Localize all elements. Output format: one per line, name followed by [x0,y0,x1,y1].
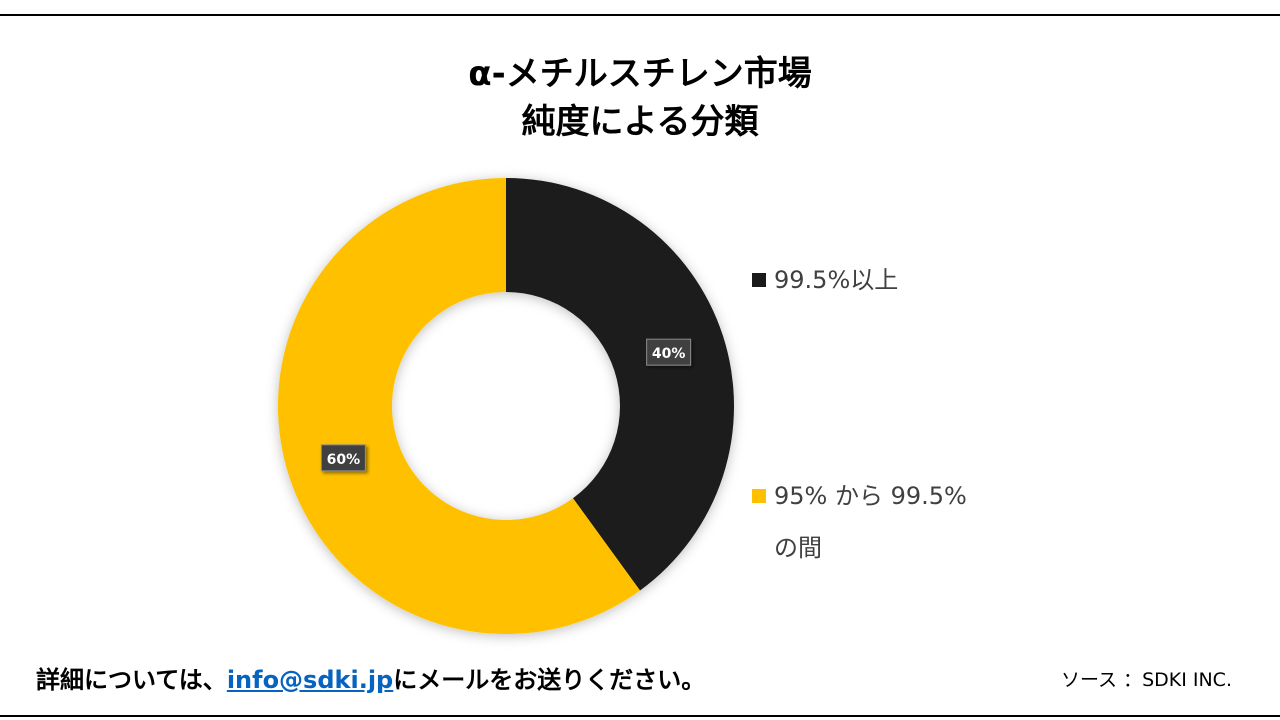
legend-item-99-5-plus: 99.5%以上 [752,254,898,306]
top-rule [0,14,1280,16]
data-label-2: 60% [320,444,366,472]
email-link[interactable]: info@sdki.jp [226,666,394,694]
donut-slice-1 [506,178,734,591]
bottom-rule [0,715,1280,717]
legend-label: 99.5%以上 [774,266,899,294]
title-line-1: α-メチルスチレン市場 [468,54,812,94]
contact-suffix: にメールをお送りください。 [393,666,706,694]
legend-label-line-1: 95% から 99.5% [774,482,967,510]
legend-item-95-to-99-5: 95% から 99.5% の間 [752,470,967,574]
data-label-box [320,444,366,472]
contact-note: 詳細については、info@sdki.jpにメールをお送りください。 [36,660,705,700]
data-label-text: 40% [652,346,686,362]
data-label-text: 60% [327,452,361,468]
legend-swatch-black [752,273,766,287]
data-label-1: 40% [646,338,692,366]
source-note: ソース ：SDKI INC. [1060,669,1232,691]
legend-label-block: 95% から 99.5% の間 [774,470,967,574]
donut-slices [277,178,734,634]
legend-swatch-yellow [752,489,766,503]
data-labels: 40% 60% [320,338,692,472]
chart-title: α-メチルスチレン市場 純度による分類 [0,50,1280,146]
legend-label-line-2: の間 [774,534,822,562]
contact-prefix: 詳細については、 [36,666,227,694]
title-line-2: 純度による分類 [521,102,759,142]
donut-slice-2 [277,178,641,634]
data-label-box [646,338,692,366]
